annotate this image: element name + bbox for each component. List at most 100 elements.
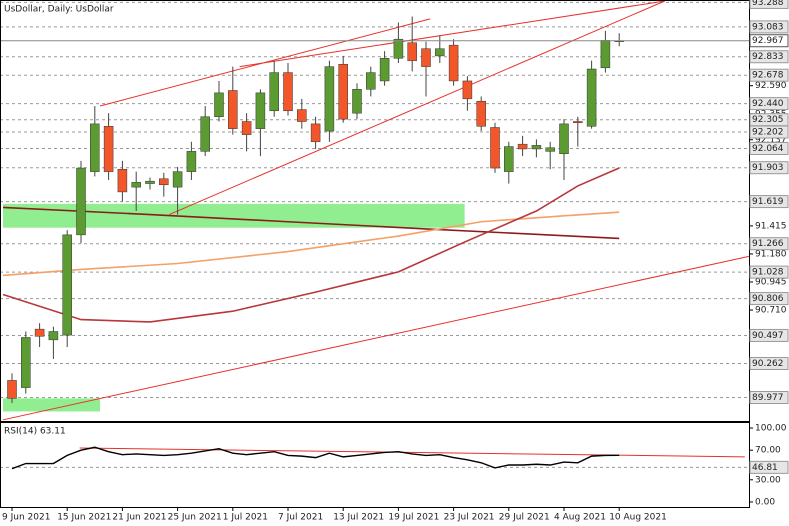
level-label: 90.497	[752, 331, 784, 341]
level-label: 91.619	[752, 197, 784, 207]
y-tick-label: 0.00	[755, 497, 775, 507]
level-label-box	[749, 50, 789, 64]
level-label: 90.806	[752, 294, 784, 304]
level-label-box	[749, 265, 789, 279]
level-label-box	[749, 356, 789, 370]
candle-body	[159, 178, 169, 185]
candle-body	[407, 42, 417, 61]
level-label: 93.083	[752, 22, 784, 32]
rsi-panel-frame	[0, 422, 750, 508]
level-label: 91.266	[752, 239, 784, 249]
trendline	[2, 255, 749, 421]
x-tick-label: 21 Jun 2021	[112, 513, 166, 523]
chart-title: UsDollar, Daily: UsDollar	[4, 5, 114, 15]
level-label: 93.288	[752, 0, 784, 8]
level-label-box	[749, 161, 789, 175]
rsi-line	[11, 446, 620, 470]
x-tick-label: 23 Jul 2021	[444, 513, 495, 523]
candle-body	[269, 72, 279, 112]
x-tick-label: 9 Jun 2021	[2, 513, 50, 523]
level-label-box	[749, 125, 789, 139]
y-tick-label: 70.00	[755, 446, 781, 456]
rsi-plot	[1, 446, 749, 470]
candle-body	[103, 126, 114, 172]
candle-body	[214, 92, 224, 117]
candle-body	[531, 145, 542, 150]
x-tick-label: 25 Jun 2021	[168, 513, 222, 523]
candle-body	[421, 48, 431, 67]
price-panel-frame	[0, 0, 750, 422]
y-tick-label: 91.415	[755, 221, 787, 231]
candle-body	[255, 92, 266, 129]
candle-body	[600, 40, 611, 69]
level-label: 92.440	[752, 99, 784, 109]
rsi-title: RSI(14) 63.11	[4, 427, 66, 437]
candle-body	[76, 167, 86, 236]
level-label: 92.202	[752, 128, 784, 138]
level-label-box	[749, 328, 789, 342]
level-label: 46.81	[752, 463, 778, 473]
x-tick-label: 15 Jun 2021	[57, 513, 111, 523]
level-label: 92.678	[752, 71, 784, 81]
y-tick-label: 30.00	[755, 475, 781, 485]
candle-body	[172, 171, 183, 188]
x-tick-label: 29 Jul 2021	[499, 513, 550, 523]
candle-body	[7, 380, 17, 399]
y-tick-label: 91.180	[755, 249, 787, 259]
level-label: 91.028	[752, 268, 784, 278]
current-price-label: 92.967	[752, 36, 784, 46]
candle-body	[21, 337, 31, 388]
trendline	[239, 1, 665, 68]
candle-body	[462, 80, 473, 100]
zone	[3, 203, 465, 228]
candle-body	[586, 68, 597, 127]
y-tick-label: 100.00	[755, 424, 787, 434]
level-label: 92.833	[752, 52, 784, 62]
zone	[3, 398, 101, 412]
level-label-box	[749, 20, 789, 34]
level-label: 90.262	[752, 359, 784, 369]
level-label-box	[749, 237, 789, 251]
candle-body	[241, 121, 252, 135]
candle-body	[366, 72, 376, 90]
candle-body	[573, 121, 583, 123]
candle-body	[131, 182, 141, 188]
candle-body	[338, 63, 348, 120]
candle-body	[352, 89, 362, 114]
y-tick-label: 90.710	[755, 306, 787, 316]
moving-average	[2, 167, 620, 323]
x-tick-label: 10 Aug 2021	[609, 513, 667, 523]
level-label-box	[749, 390, 789, 404]
candle-body	[545, 147, 555, 152]
level-label-box	[749, 97, 789, 111]
moving-average	[2, 211, 620, 277]
candle-body	[448, 44, 459, 82]
candle-body	[504, 146, 514, 172]
x-tick-label: 13 Jul 2021	[333, 513, 384, 523]
candle-body	[145, 180, 155, 184]
candle-body	[117, 168, 128, 193]
candle-body	[283, 72, 293, 112]
price-plot	[1, 1, 749, 421]
current-price-box	[749, 34, 789, 48]
level-label: 92.064	[752, 144, 784, 154]
candle-body	[393, 38, 404, 59]
candle-body	[228, 90, 238, 129]
y-tick-label: 92.137	[755, 135, 787, 145]
candle-body	[324, 66, 335, 132]
candle-body	[48, 331, 59, 341]
level-label-box	[749, 460, 789, 474]
candle-body	[310, 123, 321, 143]
candle-body	[435, 48, 445, 57]
x-tick-label: 19 Jul 2021	[388, 513, 439, 523]
level-label-box	[749, 68, 789, 82]
candle-body	[297, 109, 307, 122]
trendline	[79, 447, 745, 458]
candle-body	[517, 143, 528, 150]
candle-body	[34, 328, 45, 337]
level-label: 91.903	[752, 163, 784, 173]
candle-body	[476, 100, 486, 127]
candle-body	[490, 127, 500, 169]
